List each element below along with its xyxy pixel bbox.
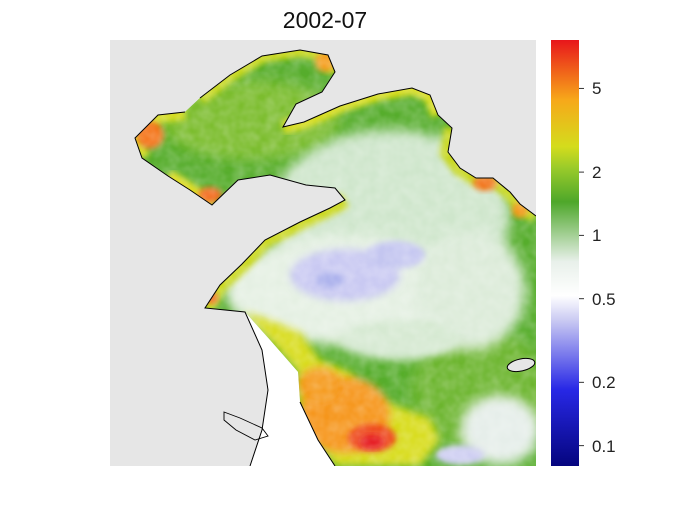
coastline-islet bbox=[223, 411, 269, 441]
colorbar-ticks bbox=[579, 87, 584, 447]
coastline bbox=[199, 49, 536, 217]
nodata-estuary bbox=[245, 312, 335, 466]
concentration-field bbox=[135, 50, 536, 466]
colorbar-tick-label: 5 bbox=[592, 79, 602, 99]
colorbar-tick-label: 2 bbox=[592, 163, 602, 183]
island bbox=[506, 357, 536, 373]
coastline-bay bbox=[299, 401, 336, 466]
colorbar-tick-label: 0.5 bbox=[592, 289, 616, 309]
colorbar-bar bbox=[551, 40, 579, 466]
colorbar-tick-label: 0.2 bbox=[592, 373, 616, 393]
map-title: 2002-07 bbox=[282, 7, 368, 33]
coastline-west bbox=[134, 111, 346, 466]
colorbar-tick-label: 0.1 bbox=[592, 436, 616, 456]
colorbar bbox=[551, 40, 584, 466]
colorbar-tick-label: 1 bbox=[592, 226, 602, 246]
